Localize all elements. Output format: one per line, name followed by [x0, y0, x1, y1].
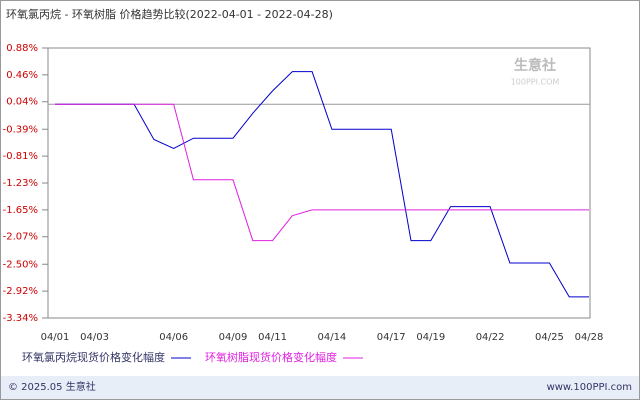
plot-area [47, 47, 591, 319]
legend-label: 环氧树脂现货价格变化幅度 [205, 350, 337, 364]
y-tick-label: -3.34% [3, 313, 38, 324]
x-tick-label: 04/28 [575, 332, 604, 343]
y-tick-label: 0.46% [6, 70, 38, 81]
series-line [55, 71, 589, 298]
x-tick-label: 04/01 [41, 332, 70, 343]
watermark-sub: 100PPI.COM [511, 78, 560, 87]
watermark: 生意社 [514, 57, 556, 74]
x-tick-label: 04/09 [219, 332, 248, 343]
y-tick-label: -2.50% [3, 259, 38, 270]
x-tick-label: 04/22 [476, 332, 505, 343]
x-tick-label: 04/17 [377, 332, 406, 343]
y-tick-label: -1.65% [3, 205, 38, 216]
x-tick-label: 04/14 [317, 332, 346, 343]
series-line [55, 103, 589, 242]
y-tick-label: -0.39% [3, 124, 38, 135]
x-tick-label: 04/25 [535, 332, 564, 343]
y-tick-label: -1.23% [3, 178, 38, 189]
footer-left: © 2025.05 生意社 [8, 380, 96, 393]
y-tick-label: -2.07% [3, 232, 38, 243]
x-tick-label: 04/11 [258, 332, 287, 343]
y-tick-label: 0.88% [6, 43, 38, 54]
chart-title: 环氧氯丙烷 - 环氧树脂 价格趋势比较(2022-04-01 - 2022-04… [6, 7, 333, 21]
legend-label: 环氧氯丙烷现货价格变化幅度 [22, 350, 165, 364]
x-tick-label: 04/06 [159, 332, 188, 343]
footer-bar [1, 376, 639, 399]
x-tick-label: 04/19 [416, 332, 445, 343]
x-tick-label: 04/03 [80, 332, 109, 343]
y-tick-label: -2.92% [3, 286, 38, 297]
y-tick-label: -0.81% [3, 151, 38, 162]
footer-right: www.100PPI.com [547, 382, 632, 393]
y-tick-label: 0.04% [6, 97, 38, 108]
